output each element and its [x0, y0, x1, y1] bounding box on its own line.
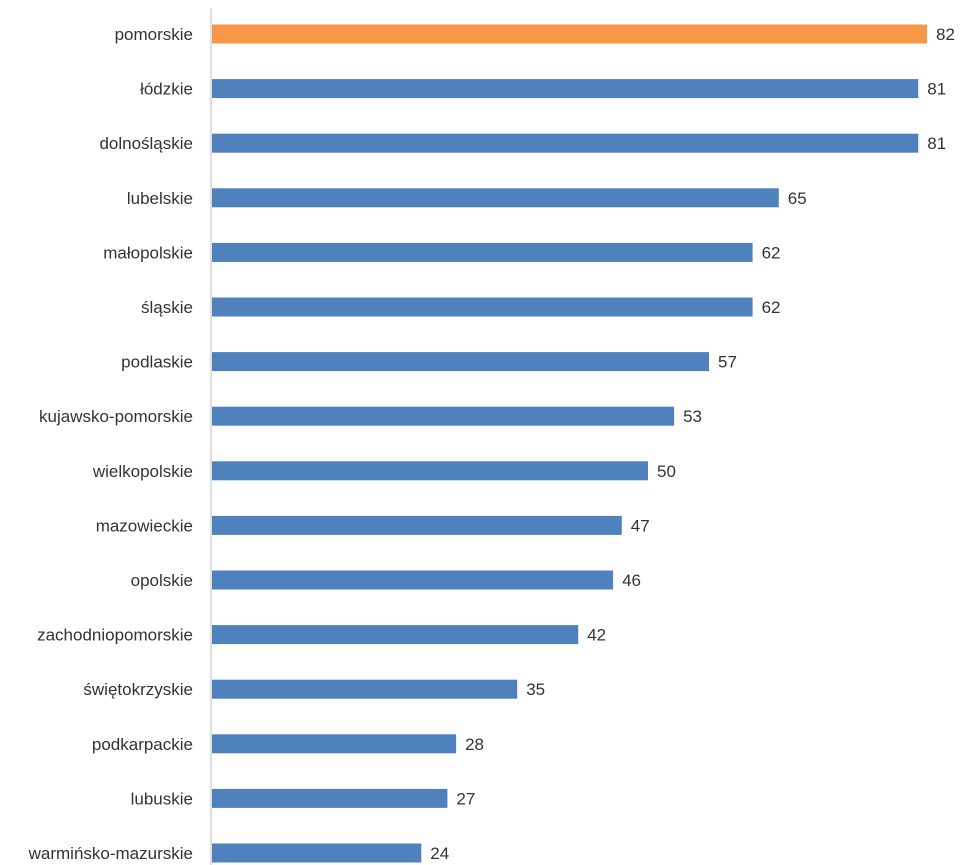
- bar: [212, 406, 675, 426]
- bar: [212, 79, 919, 99]
- bar: [212, 24, 927, 44]
- category-label: śląskie: [141, 298, 193, 317]
- category-label: mazowieckie: [96, 516, 193, 535]
- value-label: 82: [936, 25, 955, 44]
- category-label: zachodniopomorskie: [37, 626, 193, 645]
- value-label: 42: [587, 626, 606, 645]
- category-label: dolnośląskie: [99, 134, 193, 153]
- category-label: lubuskie: [131, 789, 193, 808]
- category-label: świętokrzyskie: [83, 680, 193, 699]
- value-label: 57: [718, 353, 737, 372]
- value-label: 35: [526, 680, 545, 699]
- value-label: 62: [762, 298, 781, 317]
- value-label: 24: [430, 844, 449, 863]
- category-labels-group: pomorskie łódzkie dolnośląskie lubelskie mał…: [28, 25, 193, 863]
- bar: [212, 188, 779, 208]
- value-label: 65: [788, 189, 807, 208]
- category-label: warmińsko-mazurskie: [28, 844, 193, 863]
- value-label: 62: [762, 243, 781, 262]
- category-label: pomorskie: [115, 25, 193, 44]
- value-label: 50: [657, 462, 676, 481]
- bar: [212, 625, 579, 645]
- value-label: 47: [631, 516, 650, 535]
- bar: [212, 242, 753, 262]
- bar: [212, 133, 919, 153]
- category-label: podlaskie: [121, 353, 193, 372]
- value-label: 46: [622, 571, 641, 590]
- bar: [212, 297, 753, 317]
- category-label: wielkopolskie: [92, 462, 193, 481]
- value-label: 81: [927, 134, 946, 153]
- bar: [212, 461, 648, 481]
- bar: [212, 788, 448, 808]
- bar: [212, 734, 457, 754]
- category-label: łódzkie: [140, 80, 193, 99]
- value-label: 27: [456, 789, 475, 808]
- value-labels-group: 82 81 81 65 62 62 57 53 50 47 46 42 35 28 27 24: [430, 25, 955, 863]
- bar: [212, 352, 709, 372]
- bars-group: [212, 24, 927, 863]
- category-label: lubelskie: [127, 189, 193, 208]
- value-label: 28: [465, 735, 484, 754]
- value-label: 53: [683, 407, 702, 426]
- bar: [212, 515, 622, 535]
- bar: [212, 843, 422, 863]
- bar: [212, 679, 518, 699]
- category-label: podkarpackie: [92, 735, 193, 754]
- category-label: małopolskie: [103, 243, 193, 262]
- value-label: 81: [927, 80, 946, 99]
- bar: [212, 570, 614, 590]
- category-label: kujawsko-pomorskie: [39, 407, 193, 426]
- category-label: opolskie: [131, 571, 193, 590]
